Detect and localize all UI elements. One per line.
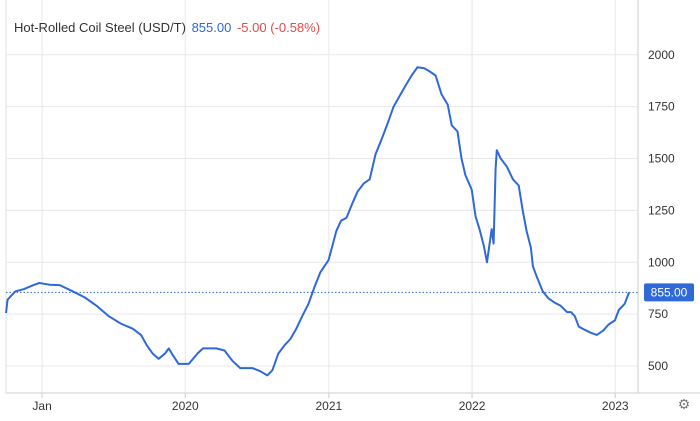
current-price-label-bg bbox=[644, 283, 694, 302]
axis-labels: 500 750 1000 1250 1500 1750 2000 Jan 2020 2021 202… bbox=[32, 48, 675, 413]
current-price: 855.00 bbox=[191, 20, 232, 35]
series-group bbox=[5, 66, 630, 377]
series-line bbox=[5, 66, 630, 377]
price-change: -5.00 (-0.58%) bbox=[236, 20, 321, 35]
y-tick-label: 750 bbox=[648, 307, 668, 321]
instrument-name: Hot-Rolled Coil Steel (USD/T) bbox=[14, 20, 186, 35]
current-price-label: 855.00 bbox=[651, 285, 688, 299]
y-tick-label: 500 bbox=[648, 359, 668, 373]
x-tick-label: Jan bbox=[32, 399, 51, 413]
x-tick-label: 2022 bbox=[459, 399, 486, 413]
x-tick-label: 2021 bbox=[316, 399, 343, 413]
x-tick-label: 2020 bbox=[172, 399, 199, 413]
y-tick-label: 1250 bbox=[648, 203, 675, 217]
y-tick-label: 2000 bbox=[648, 48, 675, 62]
grid-lines bbox=[5, 0, 700, 398]
chart-header: Hot-Rolled Coil Steel (USD/T) 855.00 -5.… bbox=[14, 20, 322, 35]
x-tick-label: 2023 bbox=[602, 399, 629, 413]
y-tick-label: 1000 bbox=[648, 255, 675, 269]
price-label-group: 855.00 bbox=[644, 283, 694, 302]
y-tick-label: 1500 bbox=[648, 152, 675, 166]
gear-icon[interactable]: ⚙ bbox=[677, 396, 691, 412]
y-tick-label: 1750 bbox=[648, 100, 675, 114]
